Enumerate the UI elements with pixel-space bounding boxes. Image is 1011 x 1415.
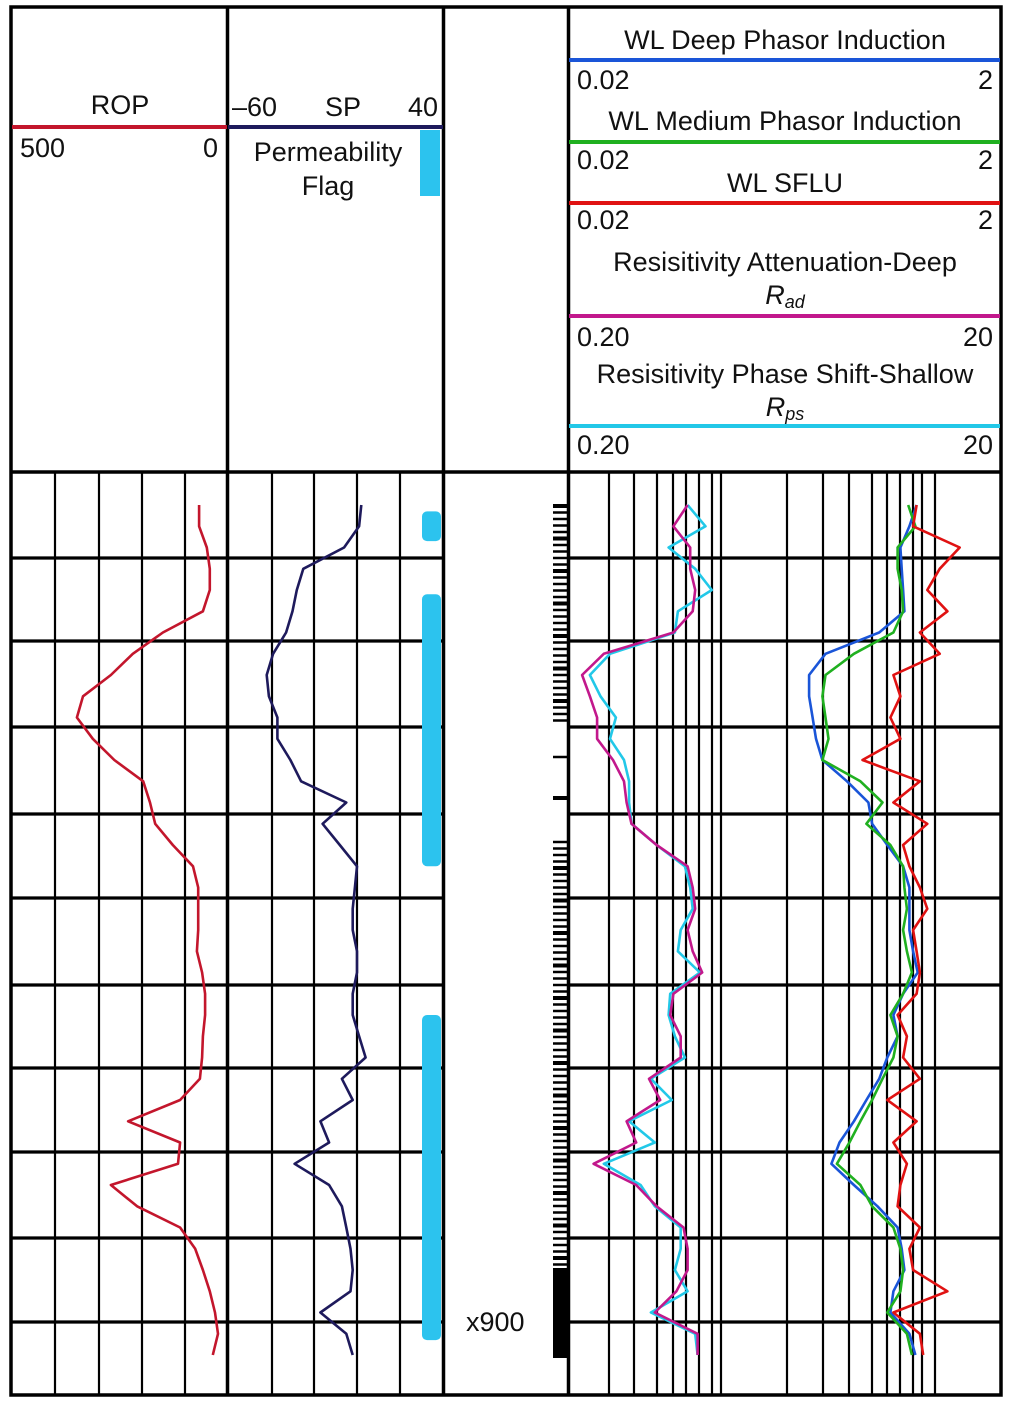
rad-scale-left: 0.20 bbox=[577, 322, 630, 352]
rad-scale-right: 20 bbox=[962, 322, 993, 352]
rad-symbol: Rad bbox=[765, 280, 805, 312]
rad-symbol-sub: ad bbox=[784, 292, 805, 312]
sflu-curve bbox=[861, 504, 961, 1356]
deep-scale-right: 2 bbox=[977, 65, 993, 95]
permeability-flag-bar bbox=[422, 594, 441, 867]
sp-title: SP bbox=[324, 92, 362, 122]
sflu-title: WL SFLU bbox=[726, 168, 844, 198]
rop-curve bbox=[75, 505, 220, 1356]
rps-symbol: Rps bbox=[765, 392, 805, 424]
deep-title: WL Deep Phasor Induction bbox=[624, 25, 946, 55]
medium-curve bbox=[821, 504, 917, 1356]
sflu-scale-left: 0.02 bbox=[577, 205, 630, 235]
rps-scale-right: 20 bbox=[962, 430, 993, 460]
sp-scale-left: –60 bbox=[232, 92, 278, 122]
sp-curve bbox=[265, 504, 367, 1356]
deep-legend-line bbox=[569, 58, 1000, 62]
perm-flag-swatch bbox=[420, 130, 440, 196]
medium-scale-left: 0.02 bbox=[577, 145, 630, 175]
rop-scale-right: 0 bbox=[202, 133, 218, 163]
deep-scale-left: 0.02 bbox=[577, 65, 630, 95]
sflu-legend-line bbox=[569, 201, 1000, 205]
perm-flag-label-1: Permeability bbox=[253, 137, 403, 167]
rad-legend-line bbox=[569, 314, 1000, 318]
rop-scale-left: 500 bbox=[20, 133, 66, 163]
depth-label: x900 bbox=[466, 1307, 525, 1337]
sp-scale-right: 40 bbox=[407, 92, 438, 122]
permeability-flag-bar bbox=[422, 1015, 441, 1341]
medium-scale-right: 2 bbox=[977, 145, 993, 175]
sflu-scale-right: 2 bbox=[977, 205, 993, 235]
rps-curve bbox=[588, 504, 714, 1356]
outer-frame bbox=[9, 5, 1003, 1397]
medium-legend-line bbox=[569, 140, 1000, 144]
rps-legend-line bbox=[569, 424, 1000, 428]
rop-title: ROP bbox=[90, 90, 150, 120]
permeability-flag-bar bbox=[422, 511, 441, 542]
rps-scale-left: 0.20 bbox=[577, 430, 630, 460]
rad-title: Resisitivity Attenuation-Deep bbox=[613, 247, 957, 277]
sp-legend-line bbox=[228, 125, 443, 129]
rad-curve bbox=[580, 504, 704, 1355]
depth-tick-block bbox=[553, 1268, 568, 1358]
rps-symbol-sub: ps bbox=[785, 404, 805, 424]
rps-title: Resisitivity Phase Shift-Shallow bbox=[596, 359, 974, 389]
rps-symbol-r: R bbox=[765, 392, 786, 422]
perm-flag-label-2: Flag bbox=[301, 171, 355, 201]
deep-curve bbox=[807, 504, 919, 1356]
rad-symbol-r: R bbox=[765, 280, 785, 310]
medium-title: WL Medium Phasor Induction bbox=[608, 106, 962, 136]
rop-legend-line bbox=[12, 125, 227, 129]
